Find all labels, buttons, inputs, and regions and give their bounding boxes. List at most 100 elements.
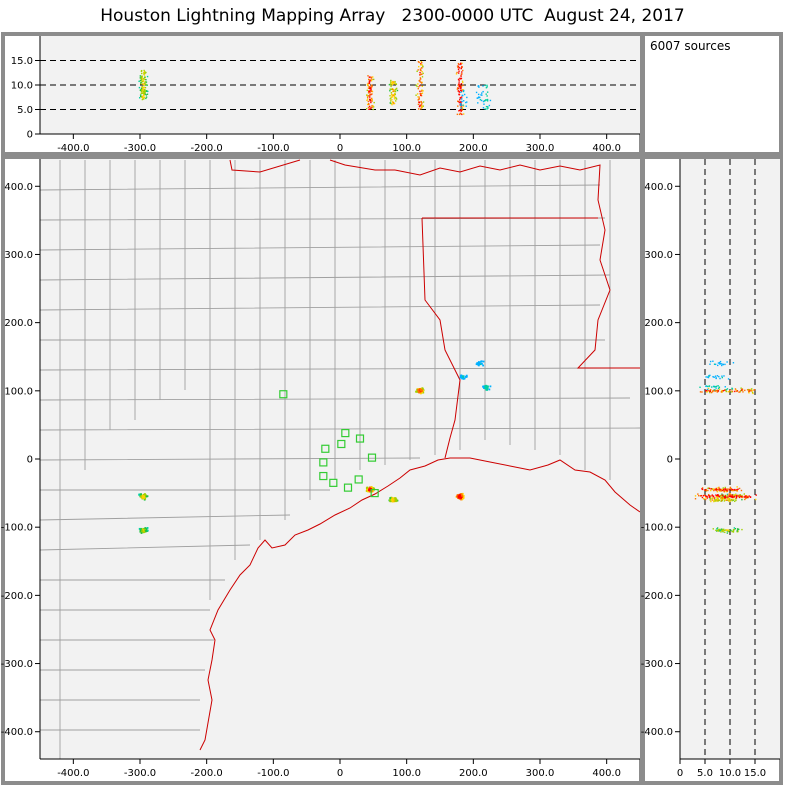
ns-altitude-source-point <box>717 385 719 387</box>
altitude-source-point <box>459 101 461 104</box>
altitude-source-point <box>369 93 371 95</box>
altitude-source-point <box>419 84 421 87</box>
y-tick-label: 0 <box>27 455 33 466</box>
coastline <box>199 457 640 751</box>
altitude-source-point <box>482 107 485 109</box>
ns-altitude-source-point <box>727 498 729 501</box>
altitude-source-point <box>368 87 371 90</box>
altitude-source-point <box>421 89 423 91</box>
altitude-source-point <box>476 97 478 99</box>
plan-source-point <box>462 376 465 379</box>
ns-altitude-source-point <box>725 488 728 491</box>
altitude-source-point <box>462 100 465 102</box>
ns-altitude-source-point <box>727 488 729 490</box>
altitude-source-point <box>419 104 421 106</box>
altitude-source-point <box>466 101 468 103</box>
ns-altitude-source-point <box>718 386 721 389</box>
x-tick-label: 5.0 <box>697 768 713 779</box>
x-tick-label: -100.0 <box>257 143 289 154</box>
ns-altitude-source-point <box>712 488 715 490</box>
altitude-source-point <box>416 85 418 88</box>
plan-source-point <box>145 528 148 531</box>
ns-altitude-source-point <box>716 496 718 499</box>
altitude-source-point <box>140 82 142 84</box>
ns-altitude-source-point <box>735 498 737 500</box>
ns-altitude-source-point <box>694 495 697 497</box>
altitude-source-point <box>392 94 394 97</box>
altitude-source-point <box>369 96 371 98</box>
ns-altitude-source-point <box>705 390 707 392</box>
ns-altitude-source-point <box>715 389 718 392</box>
altitude-source-point <box>420 63 422 65</box>
altitude-source-point <box>477 97 479 99</box>
altitude-source-point <box>422 66 424 68</box>
ns-altitude-source-point <box>727 378 730 380</box>
altitude-source-point <box>484 84 486 87</box>
ns-altitude-source-point <box>711 494 713 496</box>
ns-altitude-source-point <box>741 495 744 498</box>
ns-altitude-source-point <box>701 496 704 499</box>
ns-altitude-source-point <box>713 385 716 388</box>
ns-altitude-source-point <box>745 495 748 497</box>
altitude-source-point <box>144 71 146 73</box>
ns-altitude-source-point <box>719 489 721 491</box>
altitude-source-point <box>457 62 460 65</box>
plan-source-point <box>456 496 459 498</box>
plan-source-point <box>463 377 466 380</box>
altitude-source-point <box>489 99 492 102</box>
ns-altitude-source-point <box>734 500 736 503</box>
plan-source-point <box>482 364 485 367</box>
lma-station-marker <box>319 458 328 467</box>
ns-altitude-source-point <box>730 499 733 501</box>
ns-altitude-source-point <box>705 376 707 378</box>
plan-source-point <box>394 499 397 501</box>
altitude-source-point <box>392 88 394 91</box>
altitude-source-point <box>462 113 465 115</box>
altitude-source-point <box>418 61 420 64</box>
ns-altitude-source-point <box>751 388 753 390</box>
altitude-source-point <box>480 94 482 96</box>
y-tick-label: 200.0 <box>644 318 673 329</box>
ns-altitude-source-point <box>738 496 741 499</box>
altitude-source-point <box>140 83 142 85</box>
altitude-source-point <box>458 93 460 96</box>
ns-altitude-source-point <box>711 488 713 490</box>
ns-altitude-source-point <box>717 487 719 489</box>
ns-altitude-source-point <box>706 376 709 378</box>
altitude-source-point <box>419 77 422 79</box>
altitude-source-point <box>416 70 418 73</box>
altitude-source-point <box>141 89 143 92</box>
altitude-source-point <box>141 95 143 97</box>
ns-altitude-source-point <box>718 388 721 390</box>
altitude-source-point <box>143 94 145 97</box>
ns-altitude-source-point <box>736 486 738 488</box>
plan-source-point <box>143 529 146 532</box>
ns-altitude-source-point <box>741 389 744 391</box>
ns-altitude-source-point <box>716 389 719 392</box>
y-tick-label: -300.0 <box>641 659 673 670</box>
ns-altitude-source-point <box>731 390 734 393</box>
ns-altitude-source-point <box>715 387 717 389</box>
plan-source-point <box>479 363 482 366</box>
ns-altitude-source-point <box>709 363 711 365</box>
plan-view-axes: -400.0 -300.0 -200.0 -100.0 0 100.0 200.0 300.0… <box>1 159 640 779</box>
altitude-source-point <box>391 80 394 83</box>
ns-altitude-source-point <box>717 362 720 364</box>
ns-altitude-source-point <box>711 497 714 499</box>
altitude-source-point <box>422 90 424 92</box>
ns-altitude-source-point <box>733 527 736 529</box>
ns-altitude-source-point <box>725 499 728 501</box>
ns-altitude-source-point <box>718 375 720 378</box>
altitude-source-point <box>368 82 371 85</box>
ns-altitude-source-point <box>736 390 738 392</box>
state-and-coast-lines <box>199 159 640 751</box>
altitude-source-point <box>371 104 373 107</box>
plan-source-point <box>462 378 465 380</box>
altitude-source-point <box>144 93 147 95</box>
ns-altitude-source-point <box>742 391 744 393</box>
altitude-source-point <box>420 94 422 97</box>
x-tick-label: 0 <box>337 143 343 154</box>
lma-station-marker <box>355 434 365 443</box>
ns-altitude-source-point <box>753 389 755 391</box>
